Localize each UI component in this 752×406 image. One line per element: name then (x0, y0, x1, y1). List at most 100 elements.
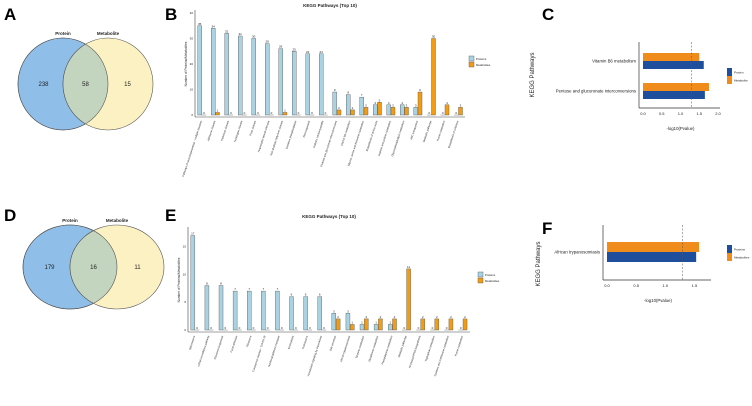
y-tick-label: 20 (190, 62, 194, 66)
y-axis-label: KEGG Pathways (530, 52, 536, 97)
bar-value-label: 1 (284, 108, 286, 112)
bar-value-label: 4 (401, 101, 403, 105)
y-axis-label: Number of Proteins/Metabolites (177, 257, 181, 302)
category-label: Phenylalanine metabolism (380, 335, 393, 365)
bar-value-label: 0 (460, 326, 462, 330)
protein-bar (346, 94, 351, 116)
category-label: Tryptophan metabolism (424, 335, 436, 362)
bar-value-label: 0 (203, 111, 205, 115)
legend-label-protein: Protein (734, 71, 744, 75)
category-label: Prion disease (248, 120, 257, 137)
legend-swatch-metabolite (727, 253, 732, 261)
metabolite-bar (350, 109, 355, 116)
category-label: Pathways of neurodegeneration - multiple… (181, 119, 203, 177)
legend-label-metabolite: Metabolites (734, 256, 750, 260)
venn-overlap (69, 225, 117, 309)
bar-value-label: 0 (428, 111, 430, 115)
category-label: mRNA surveillance pathway (196, 334, 210, 367)
category-label: Purine metabolism (454, 335, 464, 357)
metabolite-bar (336, 109, 342, 116)
bar-value-label: 7 (277, 287, 279, 291)
protein-bar (345, 313, 351, 331)
category-label: Vitamin B6 metabolism (339, 120, 351, 146)
category-label: Cysteine and methionine metabolism (433, 335, 450, 377)
venn-count-overlap: 58 (82, 82, 89, 88)
metabolite-bar (434, 318, 440, 331)
category-label: Amyotrophic lateral sclerosis (256, 119, 270, 152)
bar-value-label: 0 (446, 326, 448, 330)
bar-value-label: 32 (225, 29, 229, 33)
venn-count-protein-only: 179 (44, 265, 55, 271)
bar-value-label: 34 (212, 24, 216, 28)
metabolite-bar (607, 242, 700, 252)
bar-value-label: 8 (206, 282, 208, 286)
legend-label-proteins: Proteins (485, 273, 496, 277)
category-label: Ribosome biogenesis (213, 334, 225, 359)
venn-count-overlap: 16 (90, 265, 97, 271)
category-label: Bile secretion (328, 335, 337, 352)
bar-value-label: 2 (436, 315, 438, 319)
legend-label-metabolites: Metabolites (476, 63, 491, 67)
legend-label-metabolite: Metabolite (734, 79, 748, 83)
panel-label-d: D (4, 206, 16, 225)
category-label: Aminoacyl-tRNA biosynthesis (407, 334, 421, 368)
y-tick-label: 10 (183, 272, 187, 276)
bar-value-label: 2 (380, 315, 382, 319)
bar-value-label: 0 (196, 326, 198, 330)
panel-label-a: A (4, 5, 16, 24)
protein-bar (247, 290, 252, 331)
bar-value-label: 2 (352, 106, 354, 110)
bar-value-label: 11 (407, 265, 410, 269)
legend-label-proteins: Proteins (476, 57, 487, 61)
bar-value-label: 0 (442, 111, 444, 115)
legend-label-metabolites: Metabolites (485, 279, 500, 283)
metabolite-bar (420, 318, 425, 331)
bar-value-label: 9 (334, 88, 336, 92)
protein-bar (261, 290, 266, 331)
legend-swatch-protein (727, 68, 732, 76)
protein-bar (643, 61, 704, 69)
metabolite-bar (444, 104, 450, 116)
legend-swatch-protein (727, 245, 732, 253)
panel-label-c: C (542, 5, 554, 24)
protein-bar (400, 104, 405, 116)
x-tick-label: 2.0 (715, 111, 721, 116)
category-label: Amoebiasis signaling by chemokines (306, 334, 323, 376)
venn-label-protein: Protein (62, 218, 78, 223)
y-axis-label: KEGG Pathways (536, 241, 542, 286)
category-label: Ribosome (245, 335, 253, 348)
category-label: Metabolic pathways (422, 119, 433, 143)
y-tick-label: 15 (183, 245, 187, 249)
x-tick-label: 0.0 (604, 283, 610, 288)
pathway-label: Pentose and glucuronate interconversions (556, 89, 636, 94)
legend-swatch-proteins (477, 271, 484, 278)
pathway-label: African trypanosomiasis (554, 250, 600, 255)
category-label: Non-alcoholic fatty liver disease (269, 120, 284, 156)
protein-bar (388, 324, 393, 331)
protein-bar (204, 285, 210, 331)
venn-count-metabolite-only: 15 (124, 82, 131, 88)
category-label: Focal adhesion (229, 335, 238, 353)
bar-value-label: 0 (224, 326, 226, 330)
y-tick-label: 10 (190, 88, 194, 92)
chart-title: KEGG Pathways (Top 10) (303, 3, 357, 8)
x-tick-label: 1.0 (663, 283, 669, 288)
chart-title: KEGG Pathways (Top 10) (302, 214, 356, 219)
metabolite-bar (458, 107, 463, 116)
protein-bar (359, 324, 365, 331)
category-label: Glutathione metabolism (367, 335, 379, 362)
bar-value-label: 7 (361, 93, 363, 97)
venn-protein-outline (22, 224, 118, 310)
protein-bar (373, 104, 378, 116)
protein-bar (197, 25, 202, 116)
legend-swatch-metabolite (727, 76, 732, 84)
protein-bar (413, 107, 418, 116)
category-label: ABC transporters (409, 119, 419, 140)
bar-value-label: 25 (293, 47, 297, 51)
legend-label-protein: Proteins (734, 248, 746, 252)
bar-value-label: 1 (389, 320, 391, 324)
y-tick-label: 0 (191, 113, 193, 117)
panel-label-f: F (542, 219, 552, 238)
category-label: Parkinson disease (220, 120, 231, 142)
